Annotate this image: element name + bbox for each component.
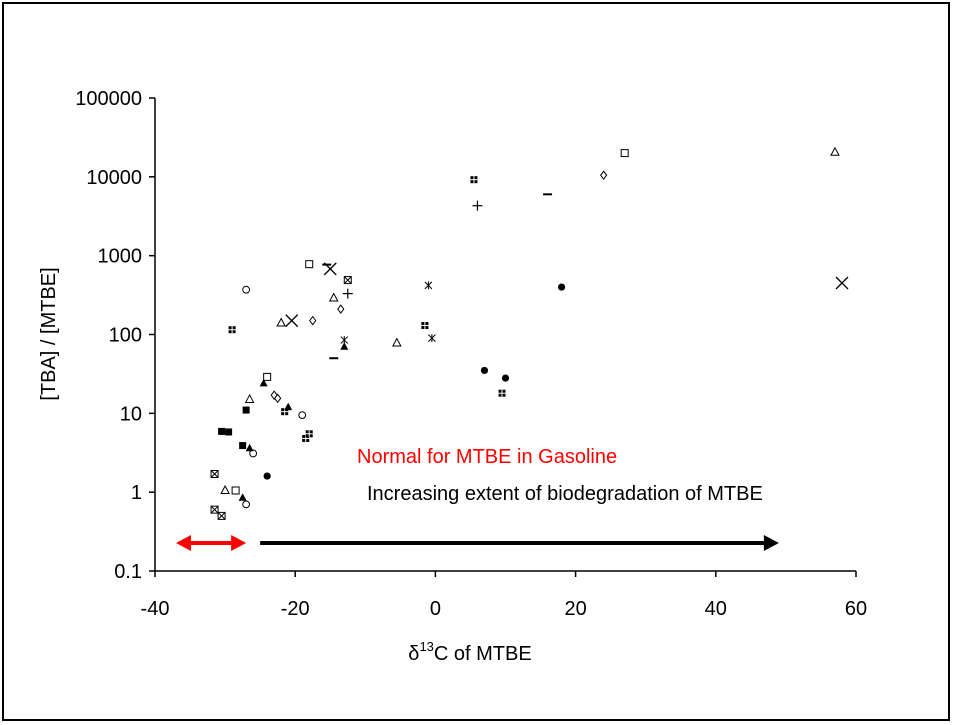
data-point-asterisk [340, 336, 349, 345]
data-points [210, 146, 849, 520]
annotation-normal: Normal for MTBE in Gasoline [357, 446, 617, 468]
x-tick-label: -40 [141, 598, 170, 620]
data-point-square-dotted [421, 322, 429, 330]
y-tick-label: 10000 [86, 167, 142, 189]
data-point-square-filled [225, 428, 233, 436]
data-point-triangle-filled [259, 378, 268, 387]
data-point-diamond-open [274, 393, 282, 404]
x-tick-label: 0 [430, 598, 441, 620]
data-point-square-filled [239, 442, 247, 450]
data-point-asterisk [424, 281, 433, 290]
data-point-triangle-open [328, 292, 339, 302]
data-point-square-crossed [210, 469, 219, 478]
data-point-square-dotted [228, 326, 236, 334]
x-tick-label: -20 [281, 598, 310, 620]
biodegradation-arrow [260, 535, 779, 551]
x-tick-label: 60 [845, 598, 867, 620]
data-point-triangle-open [244, 393, 255, 403]
data-point-square-filled [218, 427, 226, 435]
data-point-square-crossed [217, 511, 226, 520]
ticks: -40 -20 0 20 40 60 0.1 1 10 100 1000 10000 100000 [75, 88, 867, 620]
data-point-diamond-open [309, 315, 317, 326]
data-point-triangle-filled [245, 443, 254, 452]
data-point-circle-open [249, 449, 258, 458]
arrows [176, 535, 779, 551]
x-axis-label-superscript: 13 [419, 639, 433, 654]
data-point-circle-open [298, 411, 307, 419]
data-point-triangle-open [220, 484, 230, 494]
data-point-cross [285, 314, 299, 328]
data-point-square-crossed [343, 276, 352, 285]
annotation-biodegradation: Increasing extent of biodegradation of M… [367, 483, 763, 505]
x-axis-label-text: C of MTBE [434, 643, 532, 665]
data-point-cross [835, 276, 849, 290]
data-point-circle-filled [501, 374, 510, 382]
data-point-triangle-filled [340, 342, 349, 350]
data-point-square-dotted [498, 389, 506, 397]
data-point-plus [342, 288, 353, 299]
normal-range-arrow [176, 535, 247, 551]
y-tick-label: 100000 [75, 88, 142, 110]
data-point-square-open [305, 260, 314, 269]
data-point-circle-open [242, 285, 251, 294]
data-point-square-dotted [470, 176, 478, 184]
y-tick-label: 1000 [98, 246, 143, 268]
data-point-square-dotted [302, 434, 310, 442]
data-point-circle-filled [263, 472, 271, 480]
data-point-diamond-open [337, 304, 345, 314]
data-point-triangle-open [392, 337, 402, 347]
data-point-asterisk [428, 334, 436, 343]
data-point-circle-open [242, 500, 251, 509]
data-point-circle-filled [557, 283, 566, 291]
y-tick-label: 10 [120, 403, 142, 425]
data-point-triangle-filled [284, 402, 293, 411]
data-point-triangle-open [830, 146, 840, 156]
x-axis-label: δ13C of MTBE [408, 639, 531, 665]
data-point-circle-filled [480, 366, 489, 375]
data-point-plus [472, 200, 483, 211]
x-tick-label: 20 [564, 598, 586, 620]
y-tick-label: 0.1 [114, 561, 142, 583]
data-point-triangle-open [276, 317, 287, 327]
data-point-square-open [231, 486, 240, 495]
y-axis-label: [TBA] / [MTBE] [38, 267, 60, 400]
data-point-square-open [263, 372, 272, 381]
x-tick-label: 40 [705, 598, 727, 620]
data-point-triangle-filled [238, 493, 247, 501]
data-point-square-filled [242, 406, 250, 414]
data-point-square-open [620, 149, 629, 158]
y-tick-label: 100 [109, 325, 142, 347]
x-axis-label-prefix: δ [408, 643, 419, 665]
data-point-square-crossed [210, 505, 219, 514]
data-point-diamond-open [600, 170, 608, 180]
data-point-square-dotted [305, 430, 313, 438]
y-tick-label: 1 [131, 482, 142, 504]
